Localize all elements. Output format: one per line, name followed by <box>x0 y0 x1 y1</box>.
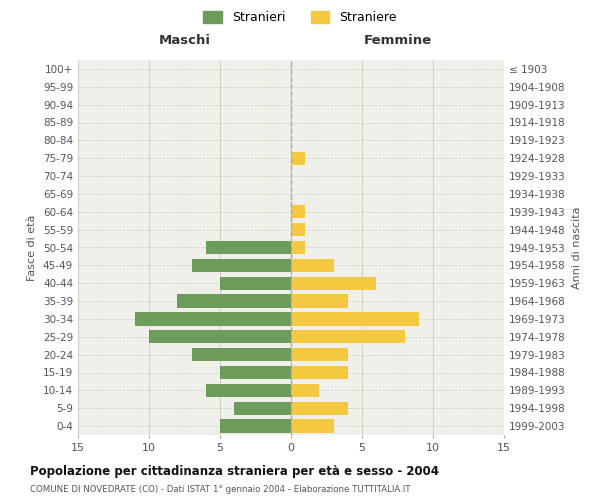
Bar <box>220 276 291 290</box>
Bar <box>291 205 305 218</box>
Bar <box>291 223 305 236</box>
Bar <box>206 241 291 254</box>
Bar <box>135 312 291 326</box>
Text: Maschi: Maschi <box>158 34 211 48</box>
Bar <box>291 294 348 308</box>
Bar <box>291 402 348 415</box>
Y-axis label: Anni di nascita: Anni di nascita <box>572 206 582 289</box>
Bar <box>191 348 291 362</box>
Bar <box>291 241 305 254</box>
Bar <box>220 420 291 433</box>
Text: COMUNE DI NOVEDRATE (CO) - Dati ISTAT 1° gennaio 2004 - Elaborazione TUTTITALIA.: COMUNE DI NOVEDRATE (CO) - Dati ISTAT 1°… <box>30 485 410 494</box>
Bar <box>191 258 291 272</box>
Bar <box>291 384 319 397</box>
Bar <box>291 258 334 272</box>
Bar <box>291 330 404 344</box>
Bar <box>178 294 291 308</box>
Bar <box>291 152 305 165</box>
Text: Popolazione per cittadinanza straniera per età e sesso - 2004: Popolazione per cittadinanza straniera p… <box>30 464 439 477</box>
Bar <box>291 276 376 290</box>
Bar <box>149 330 291 344</box>
Text: Femmine: Femmine <box>364 34 431 48</box>
Bar <box>291 366 348 379</box>
Bar <box>234 402 291 415</box>
Bar <box>206 384 291 397</box>
Bar <box>291 348 348 362</box>
Bar <box>291 312 419 326</box>
Bar <box>220 366 291 379</box>
Bar <box>291 420 334 433</box>
Legend: Stranieri, Straniere: Stranieri, Straniere <box>198 6 402 29</box>
Y-axis label: Fasce di età: Fasce di età <box>28 214 37 280</box>
